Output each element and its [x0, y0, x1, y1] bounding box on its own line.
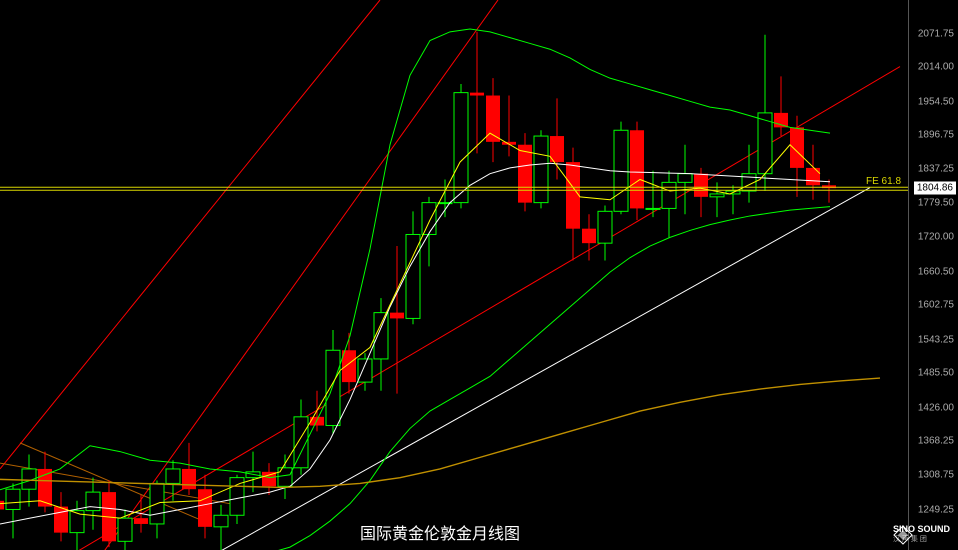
chart-caption: 国际黄金伦敦金月线图	[360, 520, 520, 544]
logo-diamond-icon	[893, 525, 913, 545]
chart-container: 2071.752014.001954.501896.751837.251779.…	[0, 0, 958, 550]
y-axis: 2071.752014.001954.501896.751837.251779.…	[908, 0, 958, 550]
candlestick-chart	[0, 0, 958, 550]
fib-level-label: FE 61.8	[866, 176, 901, 187]
brand-logo: SINO SOUND 汉 声 集 团	[893, 525, 950, 544]
